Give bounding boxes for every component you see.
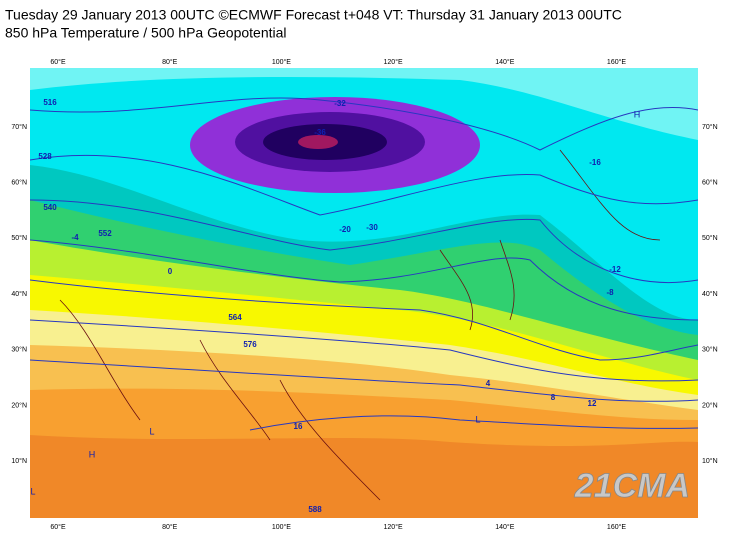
contour-label: 516 [43,98,57,107]
pressure-mark: L [149,426,154,436]
contour-label: -12 [609,265,621,274]
latitude-label: 70°N [11,123,27,131]
latitude-label: 30°N [11,346,27,354]
contour-label: -32 [334,99,346,108]
contour-label: -8 [606,288,614,297]
contour-label: 552 [98,229,112,238]
latitude-label: 40°N [702,290,718,298]
latitude-label: 50°N [702,234,718,242]
longitude-label: 160°E [607,523,626,531]
latitude-label: 20°N [702,401,718,409]
contour-label: 16 [294,422,303,431]
latitude-label: 20°N [11,401,27,409]
longitude-label: 140°E [495,523,514,531]
contour-label: 0 [168,267,173,276]
title: Tuesday 29 January 2013 00UTC ©ECMWF For… [5,7,622,23]
latitude-label: 10°N [11,457,27,465]
longitude-label: 60°E [50,523,66,531]
contour-label: 4 [486,379,491,388]
contour-label: 564 [228,313,242,322]
latitude-label: 60°N [11,179,27,187]
pressure-mark: L [475,414,480,424]
contour-label: 576 [243,340,257,349]
longitude-label: 120°E [384,58,403,66]
latitude-label: 10°N [702,457,718,465]
watermark: 21CMA [574,467,690,505]
latitude-label: 30°N [702,346,718,354]
longitude-label: 100°E [272,523,291,531]
latitude-label: 60°N [702,179,718,187]
contour-label: 528 [38,152,52,161]
subtitle: 850 hPa Temperature / 500 hPa Geopotenti… [5,25,287,41]
contour-label: -16 [589,158,601,167]
map-field [30,68,698,518]
contour-label: 540 [43,203,57,212]
longitude-label: 60°E [50,58,66,66]
contour-label: -4 [71,233,79,242]
longitude-label: 100°E [272,58,291,66]
contour-label: 12 [588,399,597,408]
latitude-label: 50°N [11,234,27,242]
longitude-label: 160°E [607,58,626,66]
longitude-label: 80°E [162,58,178,66]
pressure-mark: L [30,486,35,496]
pressure-mark: H [634,109,641,119]
latitude-label: 40°N [11,290,27,298]
contour-label: 588 [308,505,322,514]
pressure-mark: H [89,449,96,459]
latitude-label: 70°N [702,123,718,131]
contour-label: -36 [314,128,326,137]
longitude-label: 140°E [495,58,514,66]
longitude-label: 80°E [162,523,178,531]
contour-label: -20 [339,225,351,234]
contour-label: 8 [551,393,556,402]
longitude-label: 120°E [384,523,403,531]
contour-label: -30 [366,223,378,232]
